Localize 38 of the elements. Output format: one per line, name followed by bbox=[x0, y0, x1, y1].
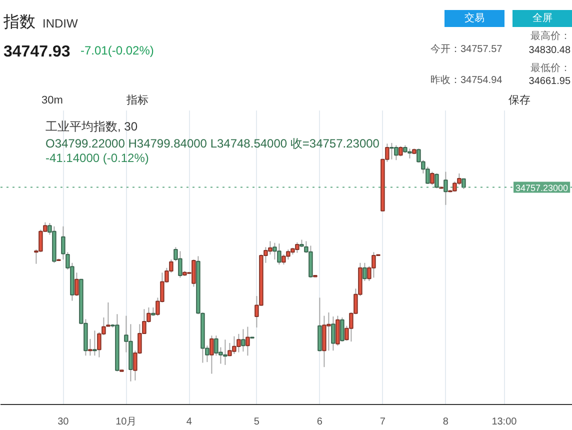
text: 工业平均指数, 30 bbox=[46, 119, 138, 134]
annotation: 34757.23000 bbox=[516, 182, 568, 193]
text: 最高价： bbox=[530, 30, 570, 42]
candlestick bbox=[210, 335, 214, 374]
text: 34747.93 bbox=[4, 44, 70, 60]
candlestick bbox=[92, 330, 97, 356]
text: 交易 bbox=[464, 12, 484, 24]
candlestick bbox=[74, 272, 79, 297]
text: 34661.95 bbox=[528, 76, 571, 87]
chart-title: 指数 bbox=[2, 13, 36, 31]
annotation: -41.14000 (-0.12%) bbox=[46, 151, 149, 166]
text: 全屏 bbox=[532, 12, 552, 24]
text: 保存 bbox=[508, 94, 530, 106]
chart-subtitle: INDIW bbox=[42, 16, 78, 30]
text: 指标 bbox=[126, 94, 148, 106]
x-tick-label: 8 bbox=[442, 416, 449, 428]
annotation: O34799.22000 H34799.84000 L34748.54000 收=34757.23000 bbox=[46, 136, 380, 150]
x-tick-label: 10月 bbox=[116, 416, 137, 428]
candlestick bbox=[398, 146, 403, 157]
text: 今开：34757.57 bbox=[430, 43, 503, 55]
x-tick-label: 7 bbox=[380, 416, 386, 428]
candlestick bbox=[362, 262, 367, 282]
candlestick bbox=[241, 328, 246, 352]
candlestick bbox=[88, 338, 92, 356]
x-tick-label: 30 bbox=[58, 416, 70, 428]
x-tick-label: 5 bbox=[254, 416, 260, 428]
candlestick bbox=[331, 316, 336, 352]
candlestick bbox=[246, 326, 250, 356]
x-tick-label: 13:00 bbox=[492, 416, 518, 428]
x-tick-label: 4 bbox=[186, 416, 192, 428]
text: 最低价： bbox=[530, 62, 570, 74]
x-tick-label: 6 bbox=[316, 416, 323, 428]
text: 30m bbox=[42, 94, 63, 106]
text: -7.01(-0.02%) bbox=[80, 44, 154, 58]
candlestick bbox=[430, 171, 434, 186]
text: 34830.48 bbox=[528, 45, 571, 56]
candlestick bbox=[340, 316, 344, 342]
text: 昨收：34754.94 bbox=[430, 74, 503, 86]
